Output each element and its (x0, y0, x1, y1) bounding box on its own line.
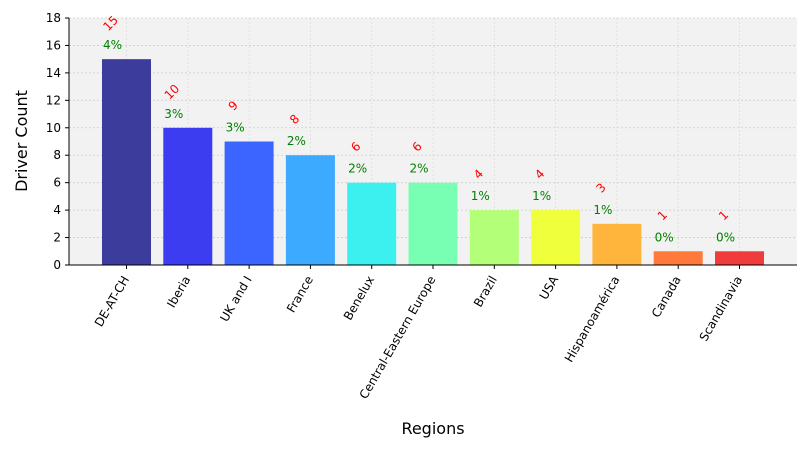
percent-label: 0% (655, 230, 674, 244)
y-tick-label: 4 (53, 203, 61, 217)
bar (469, 210, 519, 265)
y-tick-label: 8 (53, 148, 61, 162)
percent-label: 0% (716, 230, 735, 244)
y-tick-label: 6 (53, 176, 61, 190)
percent-label: 3% (164, 107, 183, 121)
y-ticks: 0 2 4 6 8 10 12 14 16 18 (46, 11, 69, 272)
bar (285, 155, 335, 265)
percent-label: 2% (409, 162, 428, 176)
x-tick-label: Iberia (164, 274, 193, 311)
bar (592, 223, 642, 265)
x-axis-title: Regions (401, 419, 464, 438)
y-tick-label: 2 (53, 231, 61, 245)
percent-label: 4% (103, 38, 122, 52)
x-tick-label: Benelux (341, 274, 377, 323)
x-tick-label: Canada (649, 274, 684, 321)
percent-label: 2% (348, 162, 367, 176)
x-tick-label: USA (537, 273, 562, 302)
x-tick-label: Scandinavia (697, 274, 746, 344)
bar (531, 210, 581, 265)
y-tick-label: 12 (46, 93, 61, 107)
x-ticks: DE-AT-CH Iberia UK and I France BeneluxCentr… (92, 265, 745, 401)
percent-label: 2% (287, 134, 306, 148)
bar (163, 127, 213, 266)
y-tick-label: 10 (46, 121, 61, 135)
y-tick-label: 18 (46, 11, 61, 25)
bar (408, 182, 458, 265)
bar (715, 251, 764, 265)
percent-label: 1% (593, 203, 612, 217)
bar (224, 141, 274, 265)
y-axis-title: Driver Count (12, 90, 31, 192)
bar (653, 251, 703, 265)
percent-label: 3% (226, 121, 245, 135)
x-tick-label: UK and I (217, 274, 254, 325)
percent-label: 1% (471, 189, 490, 203)
bar (102, 59, 151, 265)
x-tick-label: France (284, 274, 316, 316)
x-tick-label: DE-AT-CH (92, 274, 132, 330)
y-tick-label: 0 (53, 258, 61, 272)
bar (347, 182, 397, 265)
y-tick-label: 14 (46, 66, 61, 80)
x-tick-label: Brazil (471, 274, 500, 310)
x-tick-label: Hispanoamérica (562, 274, 623, 365)
y-tick-label: 16 (46, 38, 61, 52)
percent-label: 1% (532, 189, 551, 203)
bars (102, 59, 764, 266)
